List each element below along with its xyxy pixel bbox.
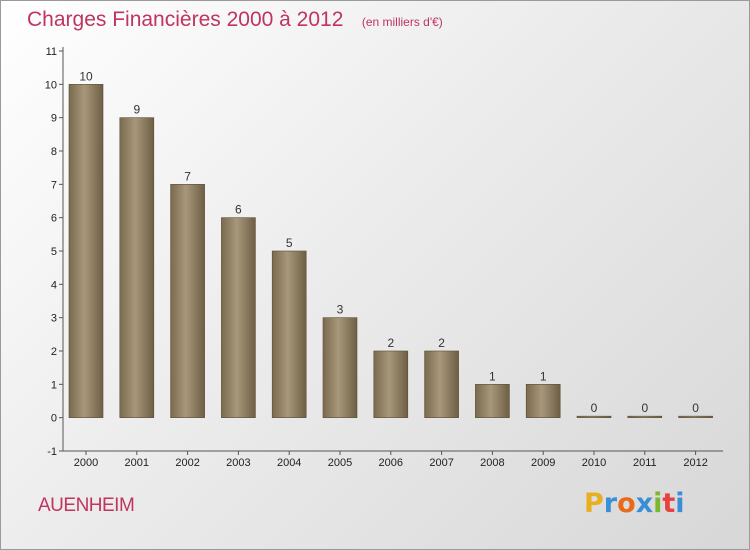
x-tick-label: 2008 bbox=[480, 457, 504, 469]
x-tick-label: 2012 bbox=[683, 457, 707, 469]
bar bbox=[68, 84, 104, 418]
data-label: 7 bbox=[184, 169, 191, 183]
bar bbox=[170, 184, 205, 418]
title-row: Charges Financières 2000 à 2012 (en mill… bbox=[27, 8, 443, 32]
x-tick-label: 2004 bbox=[277, 457, 301, 469]
y-tick-label: 1 bbox=[51, 379, 57, 391]
data-label: 6 bbox=[235, 203, 242, 217]
y-tick-label: 7 bbox=[51, 179, 57, 191]
bars bbox=[68, 84, 713, 418]
y-tick-label: 9 bbox=[51, 113, 57, 125]
x-tick-label: 2010 bbox=[582, 457, 606, 469]
bar bbox=[475, 384, 510, 418]
y-tick-label: 8 bbox=[51, 146, 57, 158]
x-tick-label: 2000 bbox=[74, 457, 98, 469]
data-label: 0 bbox=[692, 401, 699, 415]
logo-letter: x bbox=[635, 488, 654, 519]
y-tick-label: 11 bbox=[46, 46, 57, 58]
logo-letter: o bbox=[617, 488, 636, 519]
bar bbox=[627, 415, 663, 418]
bar bbox=[322, 317, 358, 418]
y-tick-label: 3 bbox=[51, 313, 57, 325]
y-tick-label: 2 bbox=[51, 346, 57, 358]
data-label: 2 bbox=[438, 336, 445, 350]
logo-letter: t bbox=[662, 488, 676, 519]
x-tick-label: 2006 bbox=[379, 457, 403, 469]
chart-subtitle: (en milliers d'€) bbox=[361, 15, 443, 29]
chart-title: Charges Financières 2000 à 2012 bbox=[27, 8, 344, 31]
proxiti-logo: Proxiti bbox=[584, 488, 685, 519]
data-label: 0 bbox=[591, 401, 598, 415]
bar bbox=[221, 217, 256, 418]
y-tick-label: 0 bbox=[51, 413, 57, 425]
data-label: 1 bbox=[489, 369, 496, 383]
logo-letter: i bbox=[653, 488, 663, 519]
bar bbox=[271, 250, 307, 418]
bar bbox=[373, 350, 409, 418]
bar bbox=[424, 350, 459, 418]
y-tick-label: 4 bbox=[51, 279, 57, 291]
x-tick-label: 2003 bbox=[226, 457, 250, 469]
x-tick-label: 2011 bbox=[633, 457, 657, 469]
x-tick-label: 2007 bbox=[429, 457, 453, 469]
logo-letter: i bbox=[675, 488, 685, 519]
data-label: 2 bbox=[387, 336, 394, 350]
y-tick-label: -1 bbox=[47, 446, 57, 458]
x-tick-label: 2002 bbox=[175, 457, 199, 469]
data-label: 5 bbox=[286, 236, 293, 250]
x-tick-label: 2001 bbox=[125, 457, 149, 469]
bar bbox=[525, 384, 561, 418]
x-tick-label: 2009 bbox=[531, 457, 555, 469]
y-tick-label: 10 bbox=[45, 79, 57, 91]
y-tick-label: 6 bbox=[51, 213, 57, 225]
bar bbox=[678, 415, 713, 418]
data-label: 3 bbox=[337, 303, 344, 317]
commune-name: AUENHEIM bbox=[38, 495, 135, 516]
data-label: 0 bbox=[641, 401, 648, 415]
bar bbox=[119, 117, 155, 418]
data-label: 1 bbox=[540, 369, 547, 383]
bar bbox=[576, 415, 612, 418]
y-tick-label: 5 bbox=[51, 246, 57, 258]
data-label: 10 bbox=[79, 69, 93, 83]
logo-letter: P bbox=[584, 488, 604, 519]
x-tick-label: 2005 bbox=[328, 457, 352, 469]
data-label: 9 bbox=[133, 103, 140, 117]
logo-letter: r bbox=[603, 488, 618, 519]
